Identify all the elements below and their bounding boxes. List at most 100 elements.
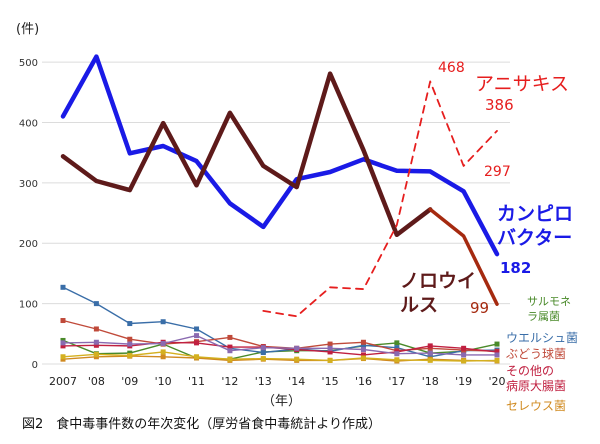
series-label-line: サルモネ <box>527 295 571 308</box>
series-label-その他の病原大腸菌: その他の病原大腸菌 <box>506 364 566 393</box>
data-point-ウエルシュ菌-2009 <box>127 321 133 327</box>
data-point-ウエルシュ菌-2007 <box>60 284 66 290</box>
series-label-line: カンピロ <box>497 203 573 225</box>
data-point-other-6-2012 <box>227 356 233 362</box>
data-point-その他の病原大腸菌-2007 <box>60 343 66 349</box>
x-tick--13: '13 <box>255 375 272 388</box>
value-label-468: 468 <box>438 60 465 76</box>
data-point-other-5-2017 <box>394 351 400 357</box>
data-point-other-5-2008 <box>93 339 99 345</box>
data-point-その他の病原大腸菌-2018 <box>427 343 433 349</box>
data-point-other-5-2019 <box>461 352 467 358</box>
y-axis-ticks: 0 100 200 300 400 500 <box>19 58 38 371</box>
data-point-other-5-2011 <box>194 333 200 339</box>
series-line-カンピロバクター <box>60 54 500 257</box>
series-label-line: ウエルシュ菌 <box>506 331 578 345</box>
series-line-ノロウイルス <box>428 207 499 306</box>
series-line-ノロウイルス <box>60 71 433 238</box>
data-point-other-6-2011 <box>194 354 200 360</box>
x-tick--17: '17 <box>388 375 405 388</box>
data-point-ウエルシュ菌-2010 <box>160 319 166 325</box>
y-tick-100: 100 <box>19 300 38 311</box>
x-tick--09: '09 <box>121 375 138 388</box>
x-tick--20: '20 <box>488 375 505 388</box>
series-line-ウエルシュ菌 <box>62 286 498 358</box>
x-tick--18: '18 <box>422 375 439 388</box>
value-label-182: 182 <box>500 259 531 277</box>
data-point-other-6-2020 <box>494 357 500 363</box>
value-label-386: 386 <box>485 96 514 114</box>
data-point-ぶどう球菌-2009 <box>127 336 133 342</box>
series-label-ウエルシュ菌: ウエルシュ菌 <box>506 331 578 345</box>
data-point-ウエルシュ菌-2017 <box>394 345 400 351</box>
series-label-ノロウイルス: ノロウイルス <box>400 270 476 316</box>
data-point-ウエルシュ菌-2016 <box>360 342 366 348</box>
series-label-カンピロバクター: カンピロバクター <box>497 203 573 249</box>
y-tick-400: 400 <box>19 118 38 129</box>
data-point-その他の病原大腸菌-2008 <box>93 342 99 348</box>
series-label-line: バクター <box>497 227 572 249</box>
series-label-line: ラ属菌 <box>527 310 560 323</box>
x-tick--10: '10 <box>155 375 172 388</box>
series-line-セレウス菌 <box>62 355 498 362</box>
series-label-line: アニサキス <box>475 73 569 95</box>
series-line-アニサキス <box>262 80 498 318</box>
series-label-セレウス菌: セレウス菌 <box>506 399 566 413</box>
data-point-ウエルシュ菌-2013 <box>260 350 266 356</box>
data-point-other-5-2010 <box>160 340 166 346</box>
x-tick--08: '08 <box>88 375 105 388</box>
series-lines <box>60 54 500 364</box>
x-tick--12: '12 <box>221 375 238 388</box>
series-line-other-6 <box>62 351 498 362</box>
data-point-セレウス菌-2010 <box>160 354 166 360</box>
series-label-line: ルス <box>400 294 438 316</box>
x-tick--19: '19 <box>455 375 472 388</box>
data-point-その他の病原大腸菌-2016 <box>360 352 366 358</box>
series-label-ぶどう球菌: ぶどう球菌 <box>506 347 566 361</box>
data-point-ぶどう球菌-2015 <box>327 341 333 347</box>
value-label-99: 99 <box>470 299 489 317</box>
data-point-other-5-2012 <box>227 348 233 354</box>
data-point-other-6-2013 <box>260 356 266 362</box>
data-point-other-6-2008 <box>93 351 99 357</box>
data-point-other-6-2016 <box>360 355 366 361</box>
value-labels: 182 99 468 297 386 <box>438 60 531 317</box>
data-point-other-6-2018 <box>427 357 433 363</box>
data-point-other-6-2015 <box>327 357 333 363</box>
series-label-line: ぶどう球菌 <box>506 347 566 361</box>
data-point-other-6-2014 <box>294 356 300 362</box>
x-tick--16: '16 <box>355 375 372 388</box>
series-line-other-5 <box>62 334 498 356</box>
y-unit-label: (件) <box>16 22 39 37</box>
data-point-other-5-2020 <box>494 352 500 358</box>
data-point-その他の病原大腸菌-2015 <box>327 349 333 355</box>
series-label-line: 病原大腸菌 <box>506 378 566 393</box>
y-tick-0: 0 <box>32 360 38 371</box>
x-tick--11: '11 <box>188 375 205 388</box>
x-tick--15: '15 <box>322 375 339 388</box>
x-tick--14: '14 <box>288 375 305 388</box>
data-point-ウエルシュ菌-2011 <box>194 326 200 332</box>
data-point-ぶどう球菌-2007 <box>60 318 66 324</box>
data-point-その他の病原大腸菌-2011 <box>194 340 200 346</box>
series-label-line: ノロウイ <box>400 270 476 292</box>
data-point-other-6-2010 <box>160 349 166 355</box>
y-tick-200: 200 <box>19 239 38 250</box>
data-point-other-5-2014 <box>294 345 300 351</box>
series-label-line: その他の <box>506 364 554 378</box>
data-point-other-5-2013 <box>260 345 266 351</box>
series-label-アニサキス: アニサキス <box>475 73 569 95</box>
value-label-297: 297 <box>484 164 511 180</box>
data-point-other-5-2007 <box>60 340 66 346</box>
data-point-other-6-2007 <box>60 354 66 360</box>
x-unit-label: （年） <box>262 394 301 409</box>
x-tick-2007: 2007 <box>49 375 77 388</box>
series-label-サルモネラ属菌: サルモネラ属菌 <box>527 295 571 323</box>
data-point-ウエルシュ菌-2008 <box>93 301 99 307</box>
data-point-ぶどう球菌-2016 <box>360 339 366 345</box>
data-point-その他の病原大腸菌-2012 <box>227 344 233 350</box>
data-point-その他の病原大腸菌-2019 <box>461 345 467 351</box>
data-point-other-6-2017 <box>394 357 400 363</box>
